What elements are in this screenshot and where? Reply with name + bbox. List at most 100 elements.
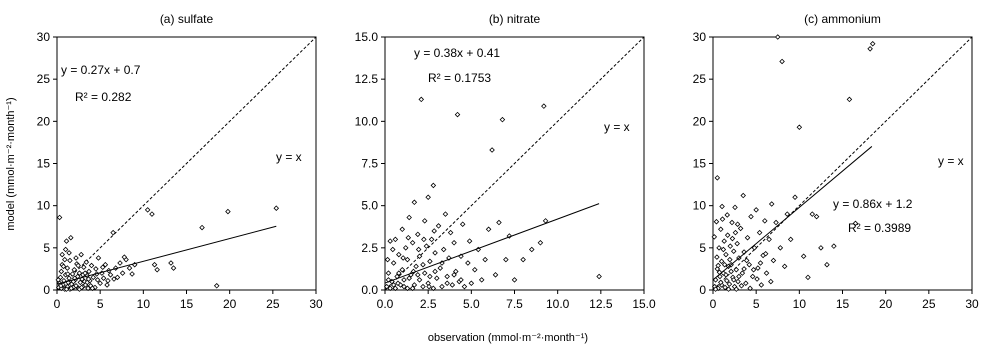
data-point <box>781 263 788 270</box>
data-point <box>723 272 729 278</box>
data-point <box>89 285 96 292</box>
data-point <box>458 277 464 283</box>
data-point <box>413 263 419 270</box>
data-point <box>411 282 418 288</box>
data-point <box>492 272 499 278</box>
data-point <box>440 246 447 253</box>
data-point <box>415 246 422 253</box>
data-point <box>768 201 775 207</box>
panel-title: (b) nitrate <box>489 12 541 26</box>
data-point <box>76 270 83 276</box>
data-point <box>73 255 79 261</box>
data-point <box>111 276 117 282</box>
x-tick-label: 0 <box>710 297 717 311</box>
data-point <box>482 256 488 263</box>
data-point <box>420 283 426 290</box>
data-point <box>447 229 454 236</box>
panel-title: (a) sulfate <box>160 12 214 26</box>
data-point <box>427 258 433 265</box>
data-point <box>406 214 412 221</box>
data-point <box>729 219 735 226</box>
data-point <box>409 285 416 292</box>
y-tick-label: 10.0 <box>355 114 379 128</box>
data-point <box>713 218 720 225</box>
y-tick-label: 0 <box>699 283 706 297</box>
data-point <box>749 273 756 280</box>
data-point <box>409 240 416 246</box>
x-tick-label: 5.0 <box>463 297 480 311</box>
regression-equation: y = 0.86x + 1.2 <box>833 197 913 211</box>
data-point <box>439 283 445 290</box>
x-tick-label: 12.5 <box>589 297 613 311</box>
data-point <box>714 254 720 260</box>
y-tick-label: 12.5 <box>355 72 379 86</box>
y-tick-label: 30 <box>37 30 51 44</box>
data-point <box>149 211 155 217</box>
data-point <box>758 282 765 288</box>
data-point <box>741 266 747 272</box>
data-point <box>724 232 731 238</box>
data-point <box>711 234 718 240</box>
panel-title: (c) ammonium <box>804 12 881 26</box>
data-point <box>733 266 740 273</box>
regression-line <box>56 225 277 285</box>
data-point <box>88 262 95 269</box>
y-tick-label: 15 <box>37 157 51 171</box>
data-point <box>766 236 772 243</box>
data-point <box>62 256 68 263</box>
data-point <box>846 96 853 103</box>
data-point <box>117 260 123 266</box>
data-point <box>747 285 753 292</box>
data-point <box>119 270 126 276</box>
panel-sulfate: 0 5 10 15 20 25 30 0 5 10 15 20 25 30 (a) sulfate y = 0… <box>37 12 323 311</box>
data-point <box>743 257 750 264</box>
data-point <box>151 261 158 268</box>
data-point <box>726 281 733 287</box>
y-tick-label: 7.5 <box>361 157 378 171</box>
data-point <box>416 253 423 260</box>
data-point <box>110 229 116 236</box>
data-point <box>430 285 437 292</box>
data-point <box>465 260 471 266</box>
data-point <box>714 175 721 181</box>
data-point <box>734 221 741 227</box>
data-point <box>768 278 774 285</box>
data-point <box>384 256 391 263</box>
data-point <box>273 205 280 211</box>
data-point <box>86 268 92 275</box>
x-tick-label: 25 <box>266 297 280 311</box>
data-point <box>416 277 423 283</box>
x-tick-label: 7.5 <box>506 297 523 311</box>
data-point <box>719 203 725 210</box>
regression-line <box>384 203 600 284</box>
data-point <box>385 270 392 276</box>
x-tick-label: 30 <box>965 297 979 311</box>
data-point <box>714 266 721 272</box>
data-point <box>107 272 114 278</box>
data-point <box>813 213 820 220</box>
data-point <box>800 253 807 260</box>
data-point <box>426 283 432 290</box>
data-point <box>712 286 719 292</box>
data-point <box>121 254 128 260</box>
data-point <box>738 283 745 289</box>
data-point <box>68 234 74 241</box>
x-tick-label: 30 <box>309 297 323 311</box>
data-point <box>71 266 78 273</box>
data-point <box>67 257 73 264</box>
data-point <box>199 224 205 231</box>
data-point <box>90 274 97 281</box>
x-tick-label: 15 <box>180 297 194 311</box>
data-point <box>444 273 450 280</box>
data-point <box>737 225 744 232</box>
x-tick-label: 2.5 <box>420 297 437 311</box>
data-point <box>406 275 412 281</box>
data-point <box>62 246 69 253</box>
data-point <box>63 286 70 292</box>
data-point <box>387 238 393 244</box>
data-point <box>451 272 457 278</box>
data-point <box>740 192 746 199</box>
x-tick-label: 10.0 <box>546 297 570 311</box>
data-point <box>93 266 99 272</box>
data-point <box>757 260 764 266</box>
